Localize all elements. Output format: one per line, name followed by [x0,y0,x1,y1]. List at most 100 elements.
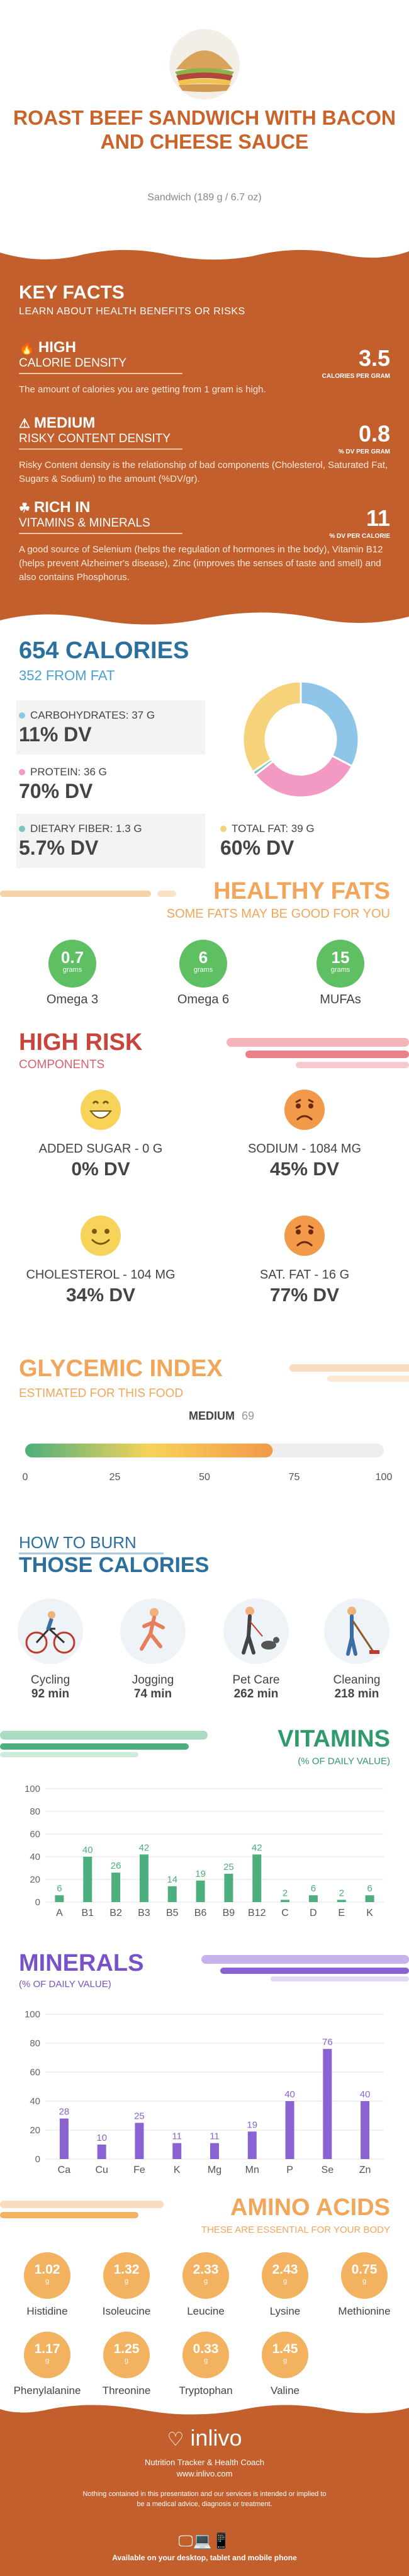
bar-value-label: 25 [134,2111,145,2122]
x-tick-label: A [56,1908,63,1918]
risk-sat-fat: SAT. FAT - 16 g 77% DV [210,1214,399,1306]
x-tick-label: B12 [248,1908,266,1918]
bar-C [281,1900,290,1902]
nutrient-label: DIETARY FIBER: 1.3 g [30,823,142,835]
y-tick-label: 100 [25,2009,40,2020]
nutrient-fat: TOTAL FAT: 39 g 60% DV [211,814,394,868]
happy-face-icon [81,1090,121,1130]
amino-value: 0.33 [193,2342,219,2356]
activity-pet-care: Pet Care 262 min [209,1599,303,1701]
total-calories: 654 CALORIES [19,637,189,664]
minerals-section: MINERALS (% OF DAILY VALUE) 0 20 40 60 80 100… [0,1927,409,2194]
amino-unit: g [45,2357,50,2364]
amino-valine: 1.45 g Valine [245,2332,325,2397]
fat-omega6: 6 grams Omega 6 [162,940,244,1007]
donut-slice-fat [242,680,302,773]
high-risk-subtitle: COMPONENTS [19,1058,105,1071]
x-tick-label: E [338,1908,345,1918]
amino-name: Isoleucine [102,2305,151,2317]
decor-stripes [0,2201,164,2218]
y-tick-label: 0 [35,2154,40,2165]
activity-minutes: 218 min [334,1687,379,1701]
x-tick-label: B6 [194,1908,207,1918]
fact-level: RICH IN [33,499,91,516]
amino-circle: 1.25 g [103,2332,150,2378]
fact-value: 11 [366,505,390,531]
amino-phenylalanine: 1.17 g Phenylalanine [8,2332,87,2397]
fat-name: Omega 3 [46,993,99,1006]
fact-level: HIGH [38,339,76,356]
brand-url[interactable]: www.inlivo.com [176,2469,233,2478]
glycemic-title: GLYCEMIC INDEX [19,1355,223,1382]
amino-unit: g [45,2277,50,2285]
amino-name: Leucine [187,2305,225,2317]
fact-value: 3.5 [358,345,390,371]
fact-description: The amount of calories you are getting f… [19,384,266,395]
bar-A [55,1895,64,1902]
legend-dot [19,826,25,832]
decor-stripes [0,1731,208,1757]
nutrient-fiber: DIETARY FIBER: 1.3 g 5.7% DV [16,814,205,868]
risk-added-sugar: ADDED SUGAR - 0 g 0% DV [6,1088,195,1180]
bar-B9 [224,1874,233,1902]
fact-unit: % DV PER GRAM [338,448,390,455]
calories-section: 654 CALORIES 352 FROM FAT CARBOHYDRATES:… [0,631,409,877]
pet-care-icon [223,1599,289,1664]
bar-E [337,1900,346,1902]
nutrient-label: PROTEIN: 36 g [30,766,107,778]
bar-value-label: 11 [210,2131,220,2142]
amino-name: Tryptophan [179,2385,233,2396]
legend-dot [19,769,25,775]
x-tick-label: C [281,1908,289,1918]
fact-label: CALORIE DENSITY [19,356,182,374]
fat-value: 15 [331,948,350,967]
bar-Cu [97,2145,106,2159]
glycemic-subtitle: ESTIMATED FOR THIS FOOD [19,1387,184,1400]
activity-minutes: 262 min [233,1687,279,1701]
fact-label: VITAMINS & MINERALS [19,516,182,534]
calories-from-fat: 352 FROM FAT [19,668,115,683]
key-facts-section: KEY FACTS LEARN ABOUT HEALTH BENEFITS OR… [0,245,409,632]
bar-value-label: 42 [252,1842,262,1853]
bar-B2 [111,1872,121,1902]
risk-dv: 45% DV [269,1159,340,1180]
risk-dv: 0% DV [71,1159,130,1180]
serving-size: Sandwich (189 g / 6.7 oz) [147,192,262,203]
amino-value: 1.45 [272,2342,298,2356]
devices-icon: 🖵💻📱 [178,2533,231,2550]
glycemic-tick-label: 75 [289,1472,300,1483]
fat-omega3: 0.7 grams Omega 3 [31,940,113,1007]
x-tick-label: Fe [133,2165,145,2175]
x-tick-label: Mg [208,2165,221,2175]
y-tick-label: 20 [30,2125,40,2136]
brand-tagline: Nutrition Tracker & Health Coach [144,2458,265,2467]
burn-title-line2: THOSE CALORIES [19,1553,210,1577]
fat-unit: grams [62,966,82,974]
risk-label: SODIUM - 1084 mg [247,1142,362,1156]
bar-B3 [139,1854,148,1902]
risk-cholesterol: CHOLESTEROL - 104 mg 34% DV [6,1214,195,1306]
fat-unit: grams [330,966,350,974]
y-tick-label: 80 [30,1806,40,1817]
minerals-bar-chart: 0 20 40 60 80 100 28 Ca 10 Cu 25 Fe 11 K 11 Mg 19 Mn 40 P 76… [25,2009,384,2175]
fact-risky-content: ⚠ MEDIUM RISKY CONTENT DENSITY 0.8 % DV P… [19,414,390,486]
amino-name: Lysine [269,2305,301,2317]
fact-unit: % DV PER CALORIE [329,533,390,540]
sandwich-icon [169,29,240,100]
bar-value-label: 40 [360,2089,371,2100]
glycemic-tick-label: 0 [23,1472,28,1483]
activity-cycling: Cycling 92 min [3,1599,98,1701]
y-tick-label: 20 [30,1874,40,1885]
wave-divider [0,612,409,632]
amino-value: 1.25 [113,2342,140,2356]
bar-B12 [252,1854,262,1902]
amino-leucine: 2.33 g Leucine [166,2252,245,2318]
fact-description: A good source of Selenium (helps the reg… [19,544,383,583]
bar-value-label: 42 [139,1842,150,1853]
bar-value-label: 19 [247,2119,257,2130]
nutrient-protein: PROTEIN: 36 g 70% DV [16,757,205,811]
fat-name: Omega 6 [177,993,230,1006]
amino-circle: 0.75 g [341,2252,388,2299]
activity-name: Pet Care [232,1673,280,1687]
